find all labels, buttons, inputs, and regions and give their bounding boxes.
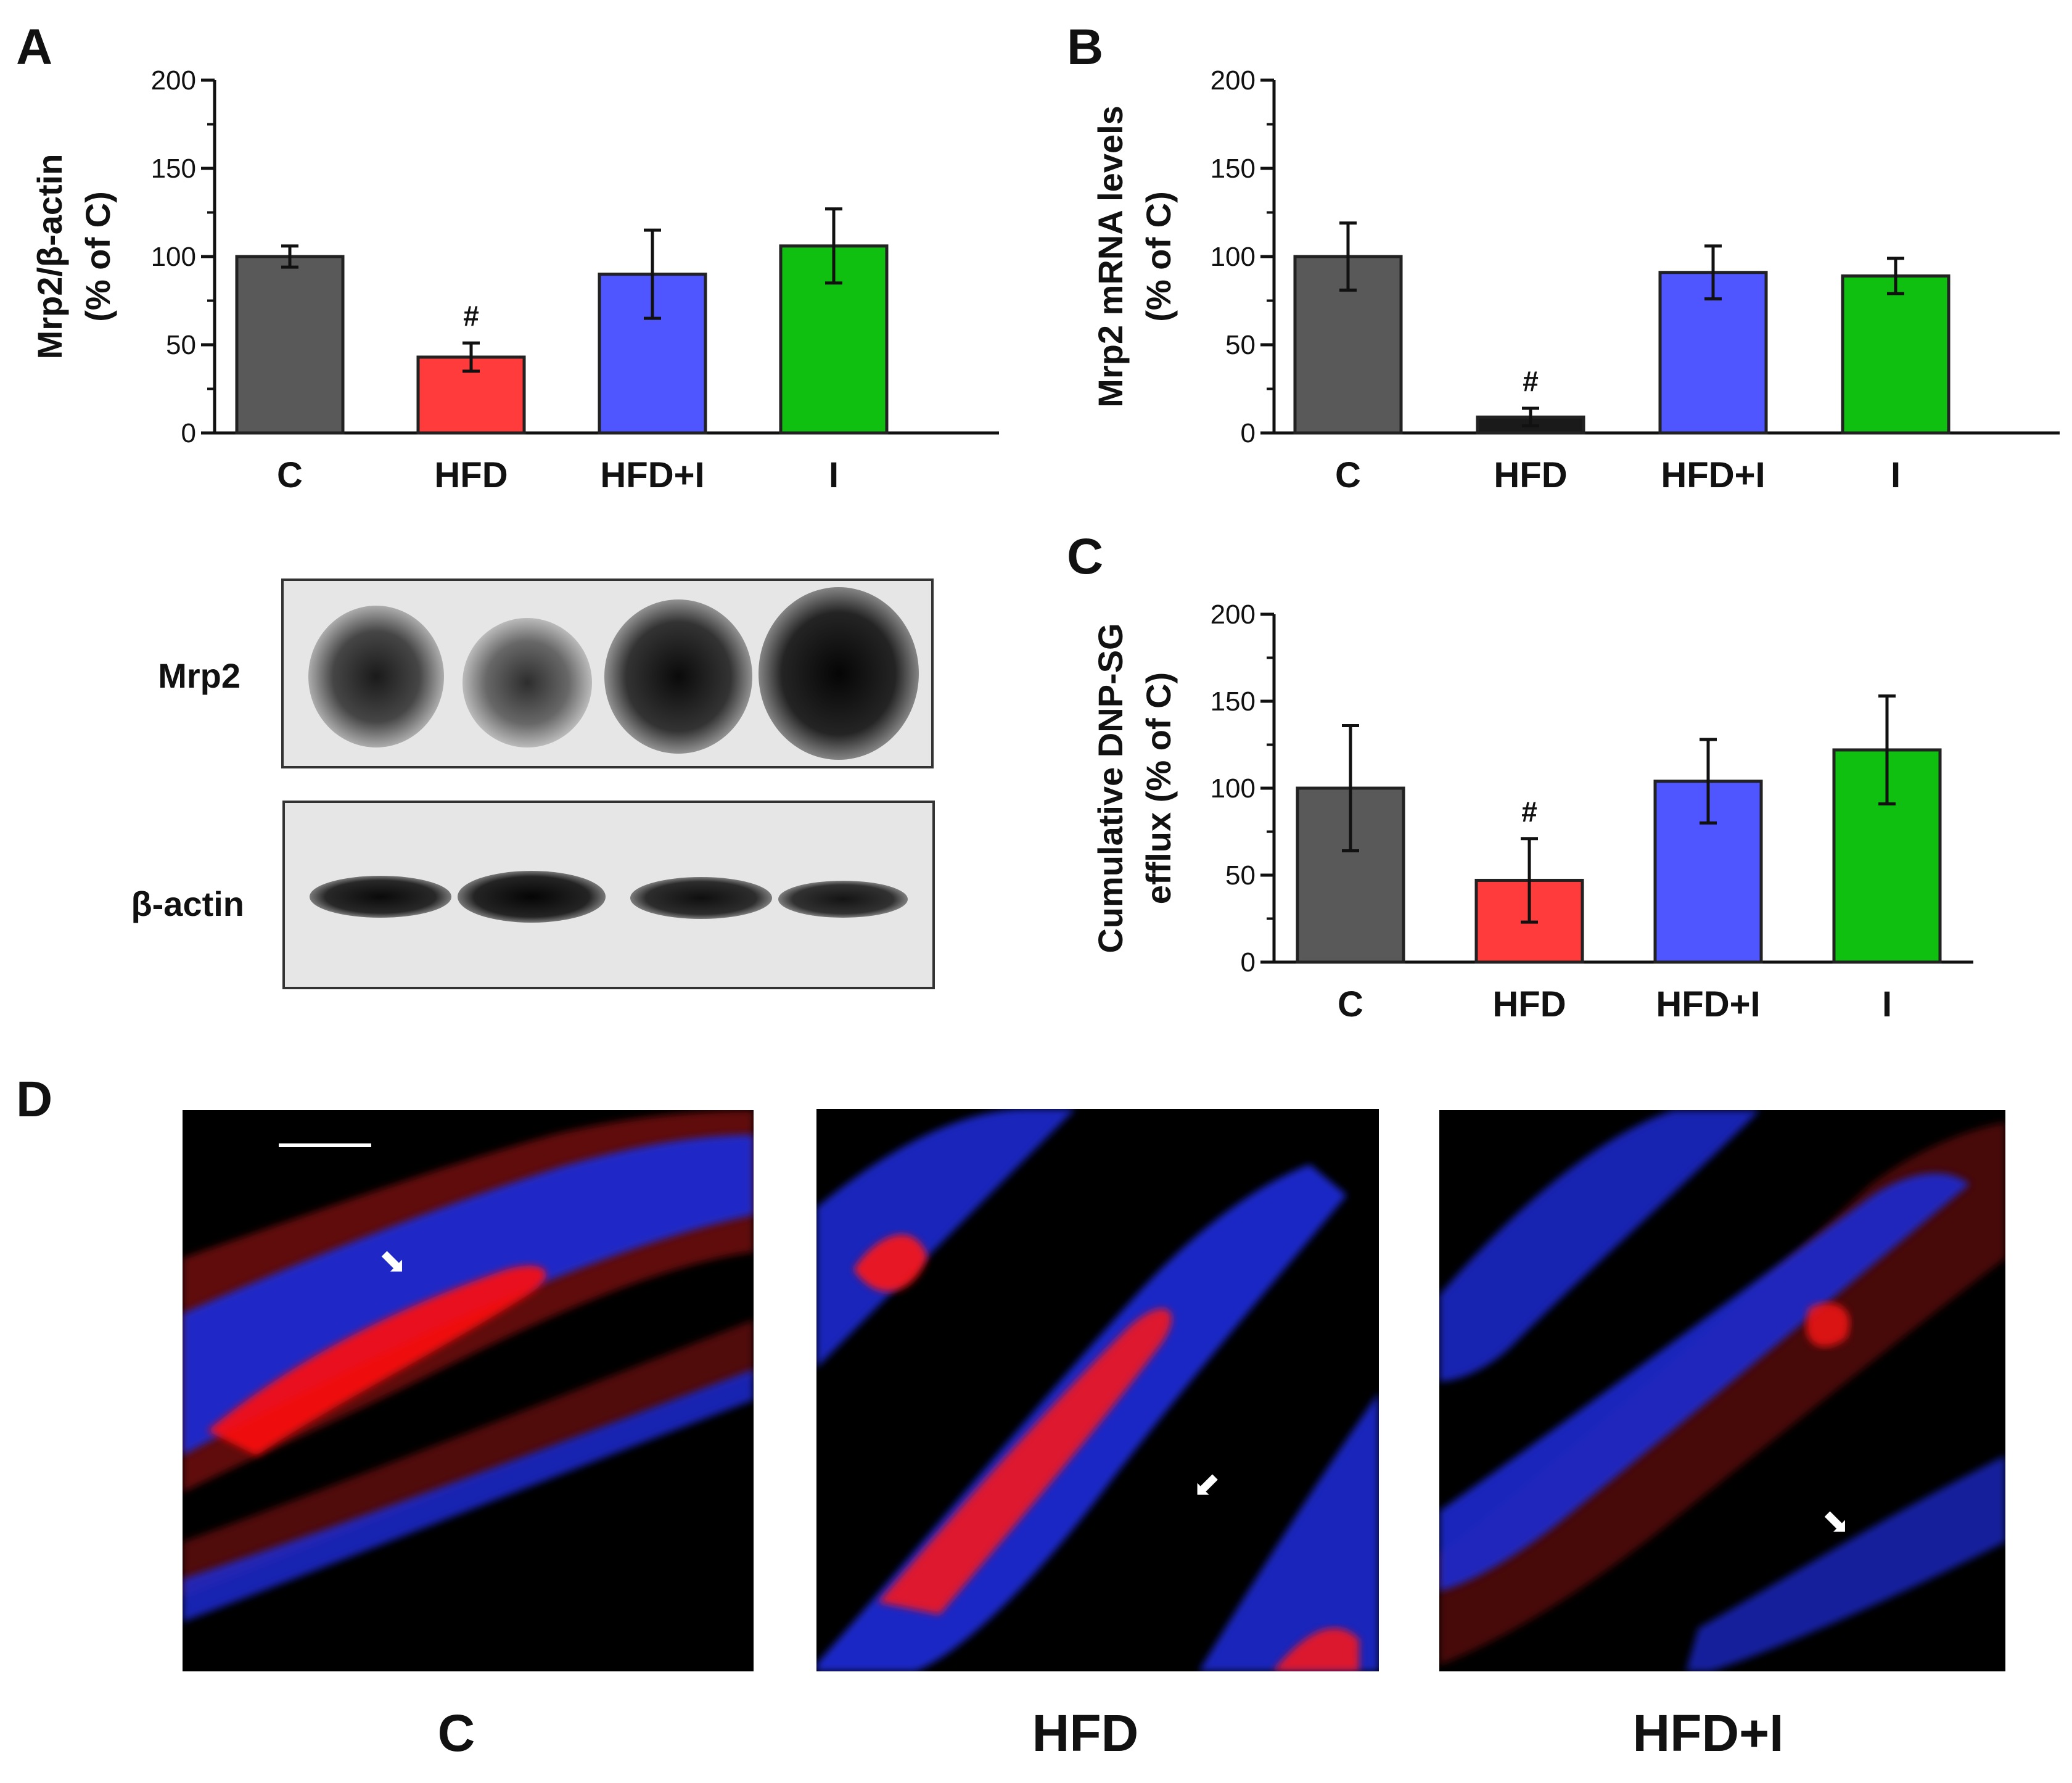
arrow-icon: ⬊ — [379, 1242, 407, 1280]
y-axis-label-line2: efflux (% of C) — [1139, 672, 1178, 904]
micrograph-hfd-image — [816, 1109, 1379, 1671]
band-mrp2-c — [308, 606, 444, 747]
blot-label-mrp2: Mrp2 — [158, 656, 240, 695]
x-tick-label: I — [1882, 984, 1892, 1024]
y-axis-label: Mrp2/β-actin — [30, 154, 69, 360]
arrow-icon: ⬋ — [1193, 1465, 1221, 1504]
micrograph-label-c: C — [437, 1704, 475, 1762]
y-tick-label: 50 — [166, 330, 196, 360]
significance-mark: # — [1523, 365, 1539, 397]
blot-label-actin: β-actin — [131, 884, 244, 923]
micrograph-hfdi: ⬊ — [1439, 1110, 2005, 1671]
y-axis-label-line2: (% of C) — [78, 191, 117, 322]
bar — [235, 255, 345, 435]
y-tick-label: 100 — [1211, 773, 1256, 804]
y-tick-label: 150 — [151, 154, 196, 184]
y-axis-label: Cumulative DNP-SG — [1091, 623, 1130, 953]
x-tick-label: HFD+I — [600, 455, 704, 495]
y-tick-label: 50 — [1225, 860, 1256, 891]
bar — [779, 244, 889, 435]
y-tick-label: 100 — [151, 242, 196, 272]
band-mrp2-hfdi — [604, 599, 752, 754]
x-tick-label: C — [277, 455, 303, 495]
micrograph-hfdi-image — [1439, 1110, 2005, 1671]
x-tick-label: C — [1338, 984, 1363, 1024]
x-tick-label: HFD+I — [1661, 455, 1765, 495]
scale-bar — [279, 1143, 371, 1147]
y-axis-label: Mrp2 mRNA levels — [1091, 105, 1130, 408]
band-actin-hfdi — [630, 877, 772, 919]
chart-b: 0 50 100 150 200 Mrp2 mRNA levels (% of C) C # HF… — [1091, 65, 2060, 495]
y-tick-label: 200 — [151, 65, 196, 96]
y-tick-label: 150 — [1211, 686, 1256, 717]
micrograph-label-hfdi: HFD+I — [1632, 1704, 1784, 1762]
blot-actin — [282, 801, 935, 989]
band-mrp2-hfd — [462, 618, 592, 747]
y-tick-label: 200 — [1211, 65, 1256, 96]
arrow-icon: ⬊ — [1822, 1502, 1850, 1541]
panel-letter-a: A — [16, 19, 53, 75]
panel-letter-c: C — [1067, 529, 1104, 585]
y-axis-label-line2: (% of C) — [1139, 191, 1178, 322]
significance-mark: # — [1521, 796, 1537, 828]
y-tick-label: 50 — [1225, 330, 1256, 360]
micrograph-c-image — [183, 1110, 754, 1622]
y-tick-label: 0 — [181, 418, 196, 448]
x-tick-label: I — [829, 455, 839, 495]
y-tick-label: 0 — [1241, 947, 1256, 978]
blot-mrp2 — [281, 579, 934, 768]
band-mrp2-i — [758, 587, 919, 760]
y-tick-label: 150 — [1211, 154, 1256, 184]
x-tick-label: HFD — [1492, 984, 1566, 1024]
micrograph-hfd: ⬋ — [816, 1109, 1379, 1671]
micrograph-c: ⬊ — [183, 1110, 754, 1671]
micrograph-label-hfd: HFD — [1032, 1704, 1139, 1762]
significance-mark: # — [463, 300, 479, 332]
x-tick-label: I — [1891, 455, 1901, 495]
bar — [1841, 274, 1951, 435]
x-tick-label: HFD — [1494, 455, 1567, 495]
band-actin-hfd — [458, 871, 606, 923]
x-tick-label: HFD+I — [1656, 984, 1760, 1024]
y-tick-label: 100 — [1211, 242, 1256, 272]
chart-a: 0 50 100 150 200 Mrp2/β-actin (% of C) C # HFD HFD… — [30, 65, 999, 495]
panel-letter-d: D — [16, 1071, 53, 1127]
band-actin-i — [778, 881, 908, 918]
panel-letter-b: B — [1067, 19, 1104, 75]
chart-c: 0 50 100 150 200 Cumulative DNP-SG efflux (% o… — [1091, 599, 1973, 1024]
x-tick-label: HFD — [434, 455, 508, 495]
y-tick-label: 0 — [1241, 418, 1256, 448]
band-actin-c — [310, 876, 451, 918]
x-tick-label: C — [1335, 455, 1361, 495]
y-tick-label: 200 — [1211, 599, 1256, 630]
